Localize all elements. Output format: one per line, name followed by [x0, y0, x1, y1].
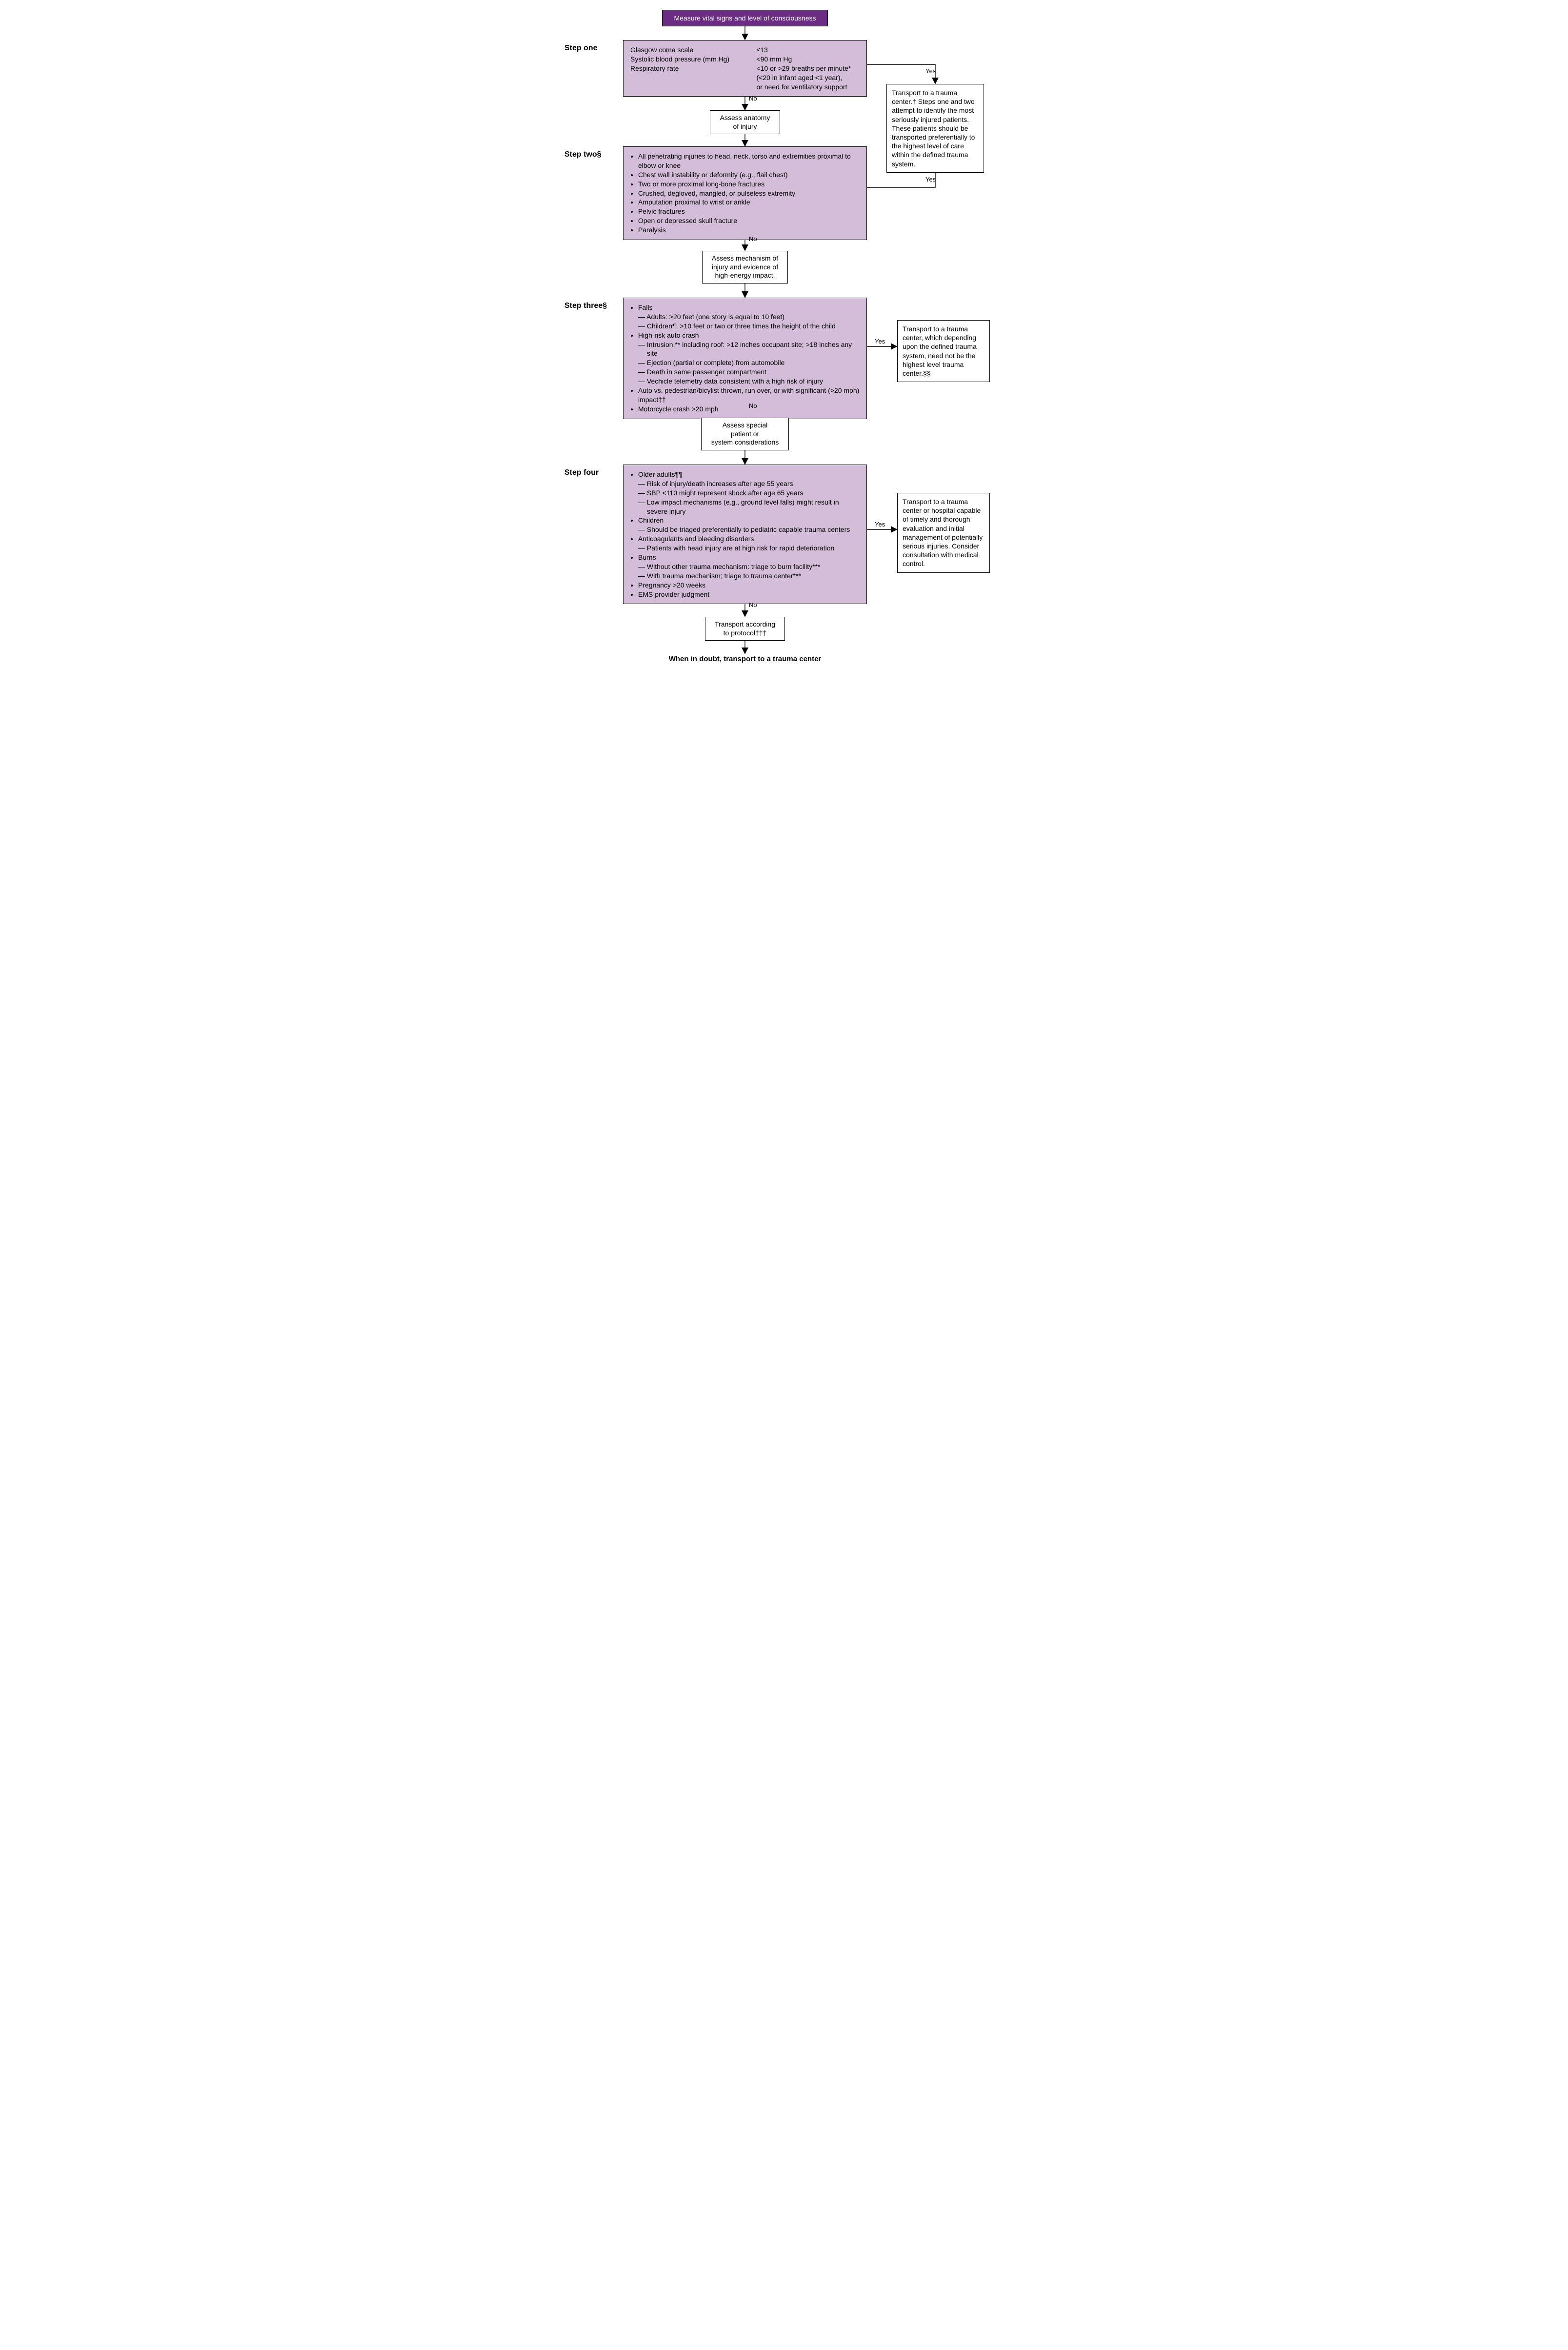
sub-item: — Children¶: >10 feet or two or three ti… [638, 322, 860, 331]
sub-item: — Patients with head injury are at high … [638, 544, 860, 553]
header-box: Measure vital signs and level of conscio… [662, 10, 828, 26]
bullet-group: High-risk auto crash [630, 331, 860, 340]
outcome-one-two-text: Transport to a trauma center.† Steps one… [892, 89, 975, 168]
edge-no-1: No [749, 95, 757, 102]
sub-item: — Vechicle telemetry data consistent wit… [638, 377, 860, 386]
transport-protocol-box: Transport according to protocol††† [705, 617, 785, 641]
sub-item: — Risk of injury/death increases after a… [638, 479, 860, 488]
sub-item: — Without other trauma mechanism: triage… [638, 562, 860, 571]
outcome-one-two-box: Transport to a trauma center.† Steps one… [886, 84, 984, 173]
edge-yes-3: Yes [875, 338, 885, 345]
step-three-box: Falls— Adults: >20 feet (one story is eq… [623, 298, 867, 419]
bullet-group: Anticoagulants and bleeding disorders [630, 534, 860, 544]
final-text: When in doubt, transport to a trauma cen… [657, 655, 833, 663]
bullet-group: Auto vs. pedestrian/bicylist thrown, run… [630, 386, 860, 405]
outcome-four-text: Transport to a trauma center or hospital… [903, 498, 983, 567]
bullet-item: Anticoagulants and bleeding disorders [638, 534, 860, 544]
step-two-label: Step two§ [564, 150, 602, 159]
s1-val-1: <90 mm Hg [757, 55, 860, 64]
bullet-item: Pregnancy >20 weeks [638, 581, 860, 590]
step-two-bullet: All penetrating injuries to head, neck, … [638, 152, 860, 170]
sub-item: — Ejection (partial or complete) from au… [638, 358, 860, 367]
sub-item: — Should be triaged preferentially to pe… [638, 525, 860, 534]
bullet-item: High-risk auto crash [638, 331, 860, 340]
outcome-three-text: Transport to a trauma center, which depe… [903, 325, 977, 377]
header-text: Measure vital signs and level of conscio… [674, 14, 816, 22]
bullet-group: Older adults¶¶ [630, 470, 860, 479]
s1-crit-1: Systolic blood pressure (mm Hg) [630, 55, 757, 64]
sub-item: — With trauma mechanism; triage to traum… [638, 571, 860, 581]
step-four-label: Step four [564, 468, 599, 477]
step-two-bullet: Paralysis [638, 225, 860, 235]
bullet-item: Burns [638, 553, 860, 562]
sub-item: — SBP <110 might represent shock after a… [638, 488, 860, 498]
bullet-item: Children [638, 516, 860, 525]
bullet-group: Motorcycle crash >20 mph [630, 405, 860, 414]
assess-mechanism-box: Assess mechanism of injury and evidence … [702, 251, 788, 284]
step-four-box: Older adults¶¶— Risk of injury/death inc… [623, 465, 867, 604]
bullet-group: Pregnancy >20 weeks [630, 581, 860, 590]
step-one-box: Glasgow coma scale Systolic blood pressu… [623, 40, 867, 97]
step-two-bullet: Two or more proximal long-bone fractures [638, 180, 860, 189]
step-two-bullet: Pelvic fractures [638, 207, 860, 216]
step-three-label: Step three§ [564, 302, 607, 310]
edge-yes-4: Yes [875, 521, 885, 528]
s1-val-0: ≤13 [757, 45, 860, 55]
edge-no-3: No [749, 402, 757, 409]
bullet-item: Falls [638, 303, 860, 312]
s1-crit-2: Respiratory rate [630, 64, 757, 73]
assess-anatomy-text: Assess anatomy of injury [720, 114, 770, 130]
assess-special-box: Assess special patient or system conside… [701, 418, 789, 450]
bullet-group: Children [630, 516, 860, 525]
step-two-bullet: Amputation proximal to wrist or ankle [638, 198, 860, 207]
step-two-box: All penetrating injuries to head, neck, … [623, 146, 867, 240]
step-two-bullet: Chest wall instability or deformity (e.g… [638, 170, 860, 180]
edge-no-2: No [749, 235, 757, 243]
transport-protocol-text: Transport according to protocol††† [715, 620, 775, 637]
sub-item: — Intrusion,** including roof: >12 inche… [638, 340, 860, 359]
sub-item: — Death in same passenger compartment [638, 367, 860, 377]
bullet-item: Older adults¶¶ [638, 470, 860, 479]
sub-item: — Adults: >20 feet (one story is equal t… [638, 312, 860, 322]
bullet-item: EMS provider judgment [638, 590, 860, 599]
assess-mechanism-text: Assess mechanism of injury and evidence … [712, 254, 778, 279]
edge-yes-1: Yes [925, 67, 936, 75]
step-two-bullet: Crushed, degloved, mangled, or pulseless… [638, 189, 860, 198]
bullet-group: EMS provider judgment [630, 590, 860, 599]
outcome-four-box: Transport to a trauma center or hospital… [897, 493, 990, 573]
step-two-bullet: Open or depressed skull fracture [638, 216, 860, 225]
bullet-group: Burns [630, 553, 860, 562]
assess-anatomy-box: Assess anatomy of injury [710, 110, 780, 134]
step-two-list: All penetrating injuries to head, neck, … [630, 152, 860, 235]
assess-special-text: Assess special patient or system conside… [711, 421, 779, 446]
edge-no-4: No [749, 601, 757, 608]
s1-val-2: <10 or >29 breaths per minute* (<20 in i… [757, 64, 860, 92]
bullet-group: Falls [630, 303, 860, 312]
outcome-three-box: Transport to a trauma center, which depe… [897, 320, 990, 382]
s1-crit-0: Glasgow coma scale [630, 45, 757, 55]
edge-yes-2: Yes [925, 176, 936, 183]
step-one-label: Step one [564, 44, 598, 53]
sub-item: — Low impact mechanisms (e.g., ground le… [638, 498, 860, 516]
